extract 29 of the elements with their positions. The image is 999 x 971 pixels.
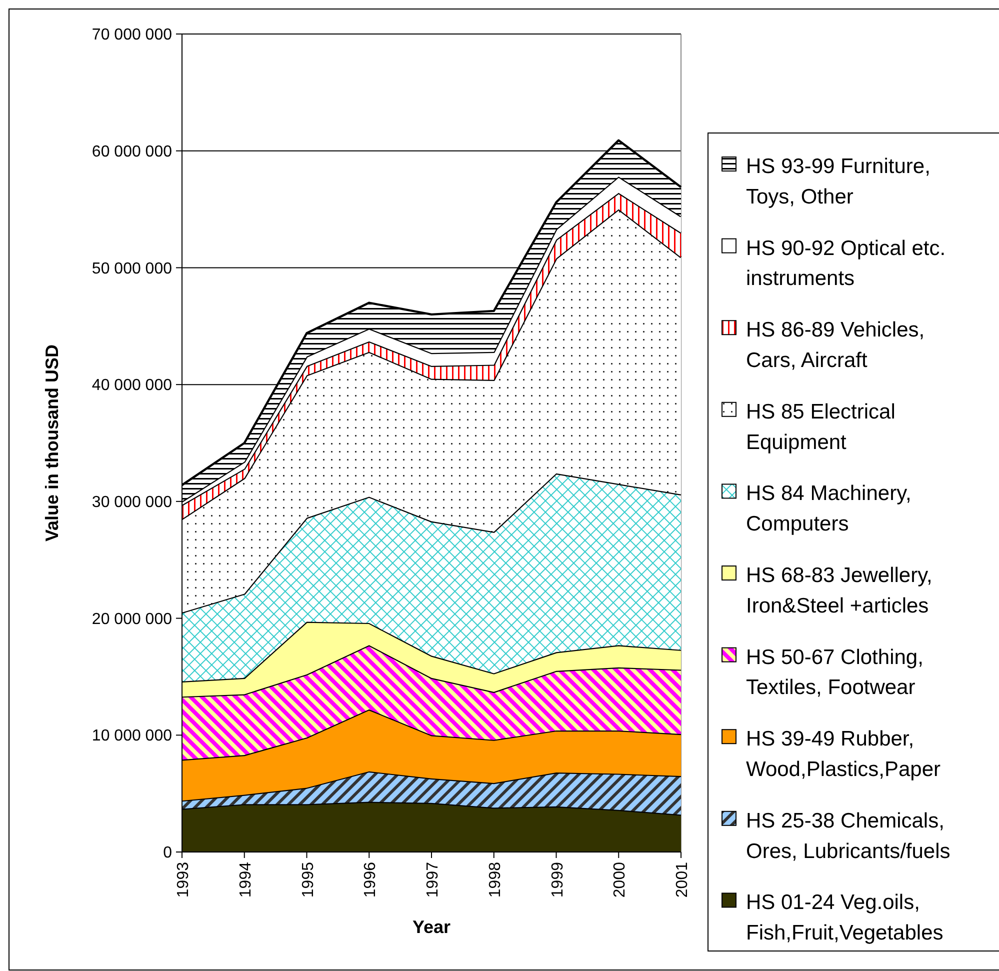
legend-label: HS 85 Electrical Equipment: [746, 400, 896, 454]
x-tick-label: 1999: [549, 862, 566, 898]
legend-label: HS 68-83 Jewellery, Iron&Steel +articles: [746, 564, 932, 618]
y-tick-label: 10 000 000: [92, 728, 172, 745]
y-tick-label: 30 000 000: [92, 494, 172, 512]
x-tick-label: 2001: [674, 862, 691, 898]
x-tick-label: 1996: [362, 862, 380, 898]
legend-label: HS 50-67 Clothing, Textiles, Footwear: [746, 646, 924, 700]
y-tick-label: 20 000 000: [92, 610, 172, 628]
x-tick-label: 1994: [237, 862, 254, 898]
y-tick-label: 60 000 000: [92, 143, 172, 160]
x-axis-title: Year: [412, 917, 451, 937]
legend-label: HS 86-89 Vehicles, Cars, Aircraft: [746, 318, 925, 372]
legend-label: HS 93-99 Furniture, Toys, Other: [746, 154, 930, 208]
x-tick-label: 1998: [486, 862, 504, 898]
x-tick-label: 2000: [612, 862, 629, 898]
legend-label: HS 84 Machinery, Computers: [746, 482, 912, 536]
legend-label: HS 39-49 Rubber, Wood,Plastics,Paper: [746, 728, 941, 781]
y-tick-label: 50 000 000: [92, 260, 172, 278]
x-tick-label: 1995: [300, 862, 317, 898]
x-tick-label: 1997: [424, 862, 442, 898]
legend-label: HS 90-92 Optical etc. instruments: [746, 236, 946, 290]
y-tick-label: 40 000 000: [92, 377, 172, 394]
y-axis-title: Value in thousand USD: [42, 344, 62, 542]
x-tick-label: 1993: [175, 862, 192, 898]
y-tick-label: 70 000 000: [92, 26, 172, 44]
y-tick-label: 0: [163, 844, 172, 862]
legend-label: HS 25-38 Chemicals, Ores, Lubricants/fuels: [746, 809, 950, 863]
legend-label: HS 01-24 Veg.oils, Fish,Fruit,Vegetables: [746, 891, 944, 945]
